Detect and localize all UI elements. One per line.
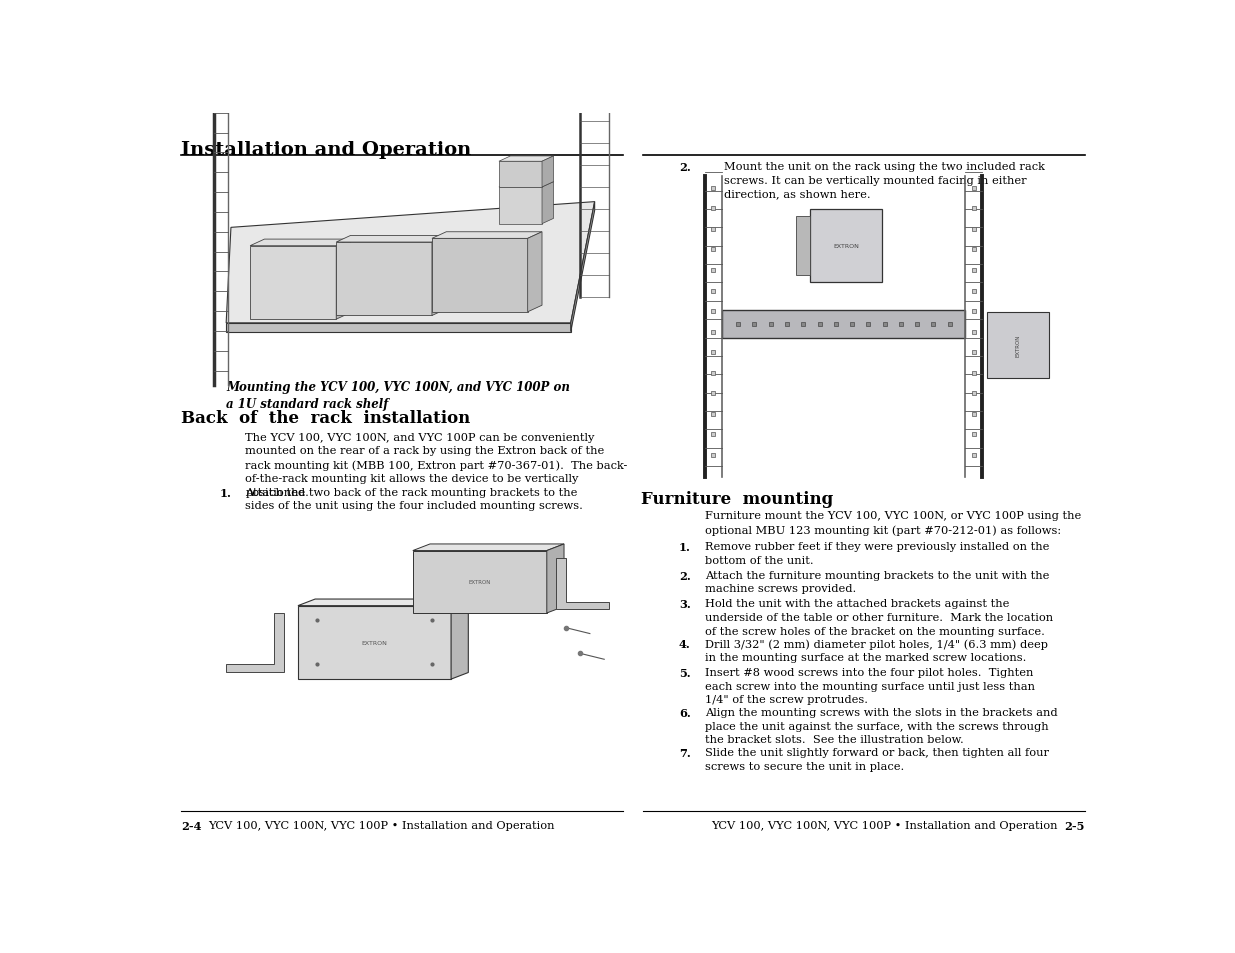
Polygon shape xyxy=(412,544,564,551)
Polygon shape xyxy=(249,240,351,247)
Text: Installation and Operation: Installation and Operation xyxy=(182,141,472,159)
Text: EXTRON: EXTRON xyxy=(832,244,858,249)
Polygon shape xyxy=(499,162,542,188)
Text: 5.: 5. xyxy=(679,667,690,679)
Polygon shape xyxy=(226,202,595,323)
Text: 2-5: 2-5 xyxy=(1065,821,1084,831)
Text: 7.: 7. xyxy=(679,747,690,759)
FancyBboxPatch shape xyxy=(795,217,810,275)
Polygon shape xyxy=(249,247,336,320)
Text: EXTRON: EXTRON xyxy=(1015,335,1020,356)
Text: Insert #8 wood screws into the four pilot holes.  Tighten
each screw into the mo: Insert #8 wood screws into the four pilo… xyxy=(705,667,1035,704)
Text: The YCV 100, VYC 100N, and VYC 100P can be conveniently
mounted on the rear of a: The YCV 100, VYC 100N, and VYC 100P can … xyxy=(246,432,627,497)
Polygon shape xyxy=(571,202,595,333)
Text: Align the mounting screws with the slots in the brackets and
place the unit agai: Align the mounting screws with the slots… xyxy=(705,707,1057,744)
Text: 3.: 3. xyxy=(679,598,690,610)
Text: 1.: 1. xyxy=(679,541,690,553)
Text: 4.: 4. xyxy=(679,639,690,650)
Polygon shape xyxy=(547,544,564,614)
Text: 2.: 2. xyxy=(679,162,690,173)
Text: 2-4: 2-4 xyxy=(182,821,201,831)
Text: EXTRON: EXTRON xyxy=(468,579,492,584)
Text: Attach the furniture mounting brackets to the unit with the
machine screws provi: Attach the furniture mounting brackets t… xyxy=(705,570,1049,594)
Polygon shape xyxy=(226,323,571,333)
Text: Furniture mount the YCV 100, VYC 100N, or VYC 100P using the
optional MBU 123 mo: Furniture mount the YCV 100, VYC 100N, o… xyxy=(705,511,1081,535)
Text: Back  of  the  rack  installation: Back of the rack installation xyxy=(182,410,471,426)
Text: YCV 100, VYC 100N, VYC 100P • Installation and Operation: YCV 100, VYC 100N, VYC 100P • Installati… xyxy=(711,821,1058,830)
Polygon shape xyxy=(499,182,553,188)
Text: Mounting the YCV 100, VYC 100N, and VYC 100P on
a 1U standard rack shelf: Mounting the YCV 100, VYC 100N, and VYC … xyxy=(226,381,571,411)
Text: 1.: 1. xyxy=(220,487,231,498)
FancyBboxPatch shape xyxy=(987,313,1050,378)
Polygon shape xyxy=(542,157,553,188)
FancyBboxPatch shape xyxy=(810,210,882,283)
Text: YCV 100, VYC 100N, VYC 100P • Installation and Operation: YCV 100, VYC 100N, VYC 100P • Installati… xyxy=(207,821,555,830)
Polygon shape xyxy=(336,236,446,243)
Polygon shape xyxy=(336,240,351,320)
Text: 6.: 6. xyxy=(679,707,690,719)
Polygon shape xyxy=(527,233,542,313)
Polygon shape xyxy=(432,233,542,239)
Polygon shape xyxy=(556,558,609,610)
Text: Remove rubber feet if they were previously installed on the
bottom of the unit.: Remove rubber feet if they were previous… xyxy=(705,541,1049,565)
Polygon shape xyxy=(298,606,451,679)
Text: Slide the unit slightly forward or back, then tighten all four
screws to secure : Slide the unit slightly forward or back,… xyxy=(705,747,1049,771)
Text: Mount the unit on the rack using the two included rack
screws. It can be vertica: Mount the unit on the rack using the two… xyxy=(724,162,1045,199)
Polygon shape xyxy=(542,182,553,225)
Polygon shape xyxy=(432,239,527,313)
FancyBboxPatch shape xyxy=(722,311,965,338)
Text: Furniture  mounting: Furniture mounting xyxy=(641,490,832,507)
Polygon shape xyxy=(432,236,446,316)
Text: 2.: 2. xyxy=(679,570,690,581)
Text: Hold the unit with the attached brackets against the
underside of the table or o: Hold the unit with the attached brackets… xyxy=(705,598,1053,636)
Text: Drill 3/32" (2 mm) diameter pilot holes, 1/4" (6.3 mm) deep
in the mounting surf: Drill 3/32" (2 mm) diameter pilot holes,… xyxy=(705,639,1047,662)
Polygon shape xyxy=(499,188,542,225)
Text: Attach the two back of the rack mounting brackets to the
sides of the unit using: Attach the two back of the rack mounting… xyxy=(246,487,583,511)
Polygon shape xyxy=(336,243,432,316)
Polygon shape xyxy=(451,599,468,679)
Text: EXTRON: EXTRON xyxy=(362,640,388,645)
Polygon shape xyxy=(298,599,468,606)
Polygon shape xyxy=(412,551,547,614)
Polygon shape xyxy=(226,614,284,672)
Polygon shape xyxy=(499,157,553,162)
